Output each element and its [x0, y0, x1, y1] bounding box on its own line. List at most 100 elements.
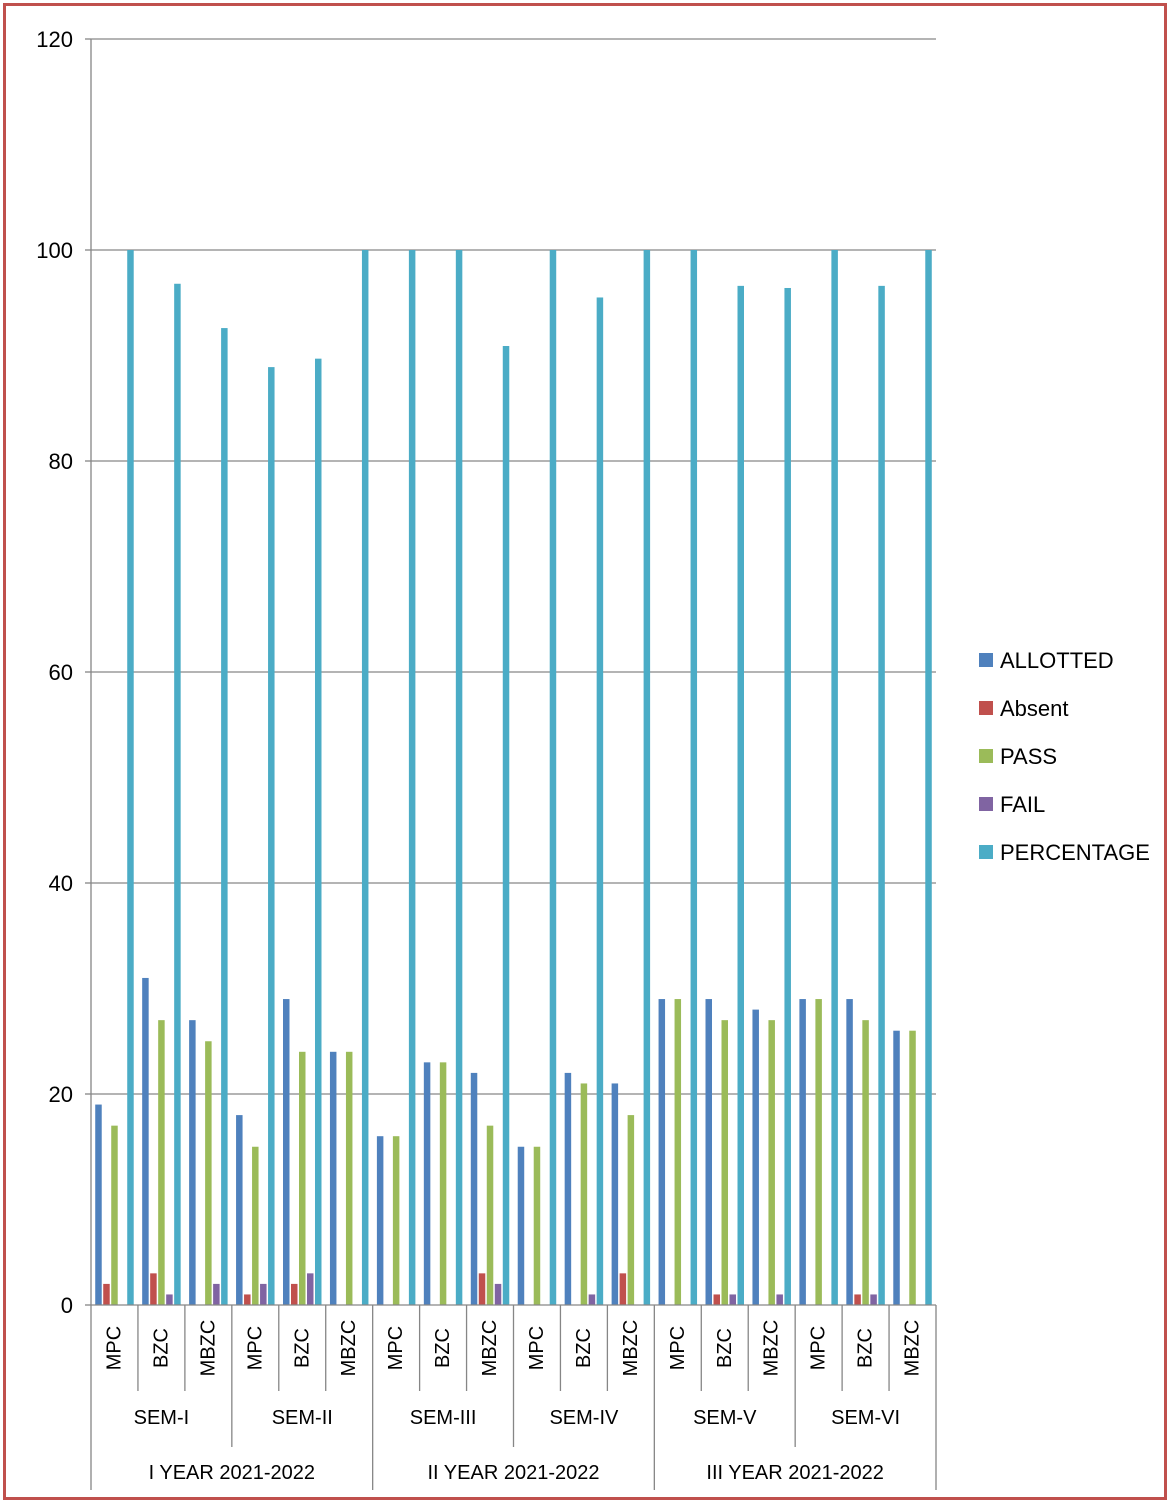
bar-fail-8: [494, 1283, 502, 1305]
bar-absent-8: [478, 1273, 486, 1305]
legend-label-percentage: PERCENTAGE: [1000, 840, 1150, 865]
legend-swatch-allotted: [979, 653, 993, 667]
bar-allotted-12: [658, 999, 666, 1305]
x-category-label-17: MBZC: [902, 1320, 924, 1377]
bar-percentage-11: [643, 250, 651, 1305]
bar-percentage-16: [878, 285, 885, 1305]
bar-allotted-6: [376, 1136, 384, 1305]
bar-pass-9: [533, 1146, 541, 1305]
x-category-label-0: MPC: [103, 1326, 125, 1370]
x-category-label-15: MPC: [808, 1326, 830, 1370]
bar-percentage-0: [127, 250, 134, 1305]
bar-percentage-7: [455, 250, 463, 1305]
x-year-label-0: I YEAR 2021-2022: [149, 1462, 315, 1484]
bar-allotted-3: [236, 1115, 243, 1305]
bar-pass-8: [486, 1125, 494, 1305]
y-tick-label-80: 80: [49, 449, 73, 474]
grid-layer: [91, 38, 936, 1095]
axis-layer: 0 20 40 60 80 100 120 MPC BZC MBZC MPC BZC MBZC MPC BZ…: [36, 27, 937, 1490]
bars-layer: [95, 250, 932, 1306]
bar-allotted-14: [752, 1009, 759, 1305]
bar-pass-15: [815, 999, 822, 1305]
bar-pass-10: [580, 1083, 588, 1305]
legend-label-allotted: ALLOTTED: [1000, 648, 1114, 673]
legend-swatch-absent: [979, 701, 993, 715]
legend-layer: ALLOTTED Absent PASS FAIL PERCENTAGE: [979, 648, 1150, 865]
bar-pass-0: [111, 1125, 118, 1305]
x-category-label-14: MBZC: [761, 1320, 783, 1377]
y-tick-label-60: 60: [49, 660, 73, 685]
bar-fail-14: [776, 1294, 783, 1305]
x-year-label-2: III YEAR 2021-2022: [706, 1462, 884, 1484]
bar-fail-13: [729, 1294, 736, 1305]
bar-allotted-1: [142, 977, 149, 1305]
bar-percentage-10: [596, 297, 604, 1306]
bar-allotted-13: [705, 999, 713, 1305]
x-category-label-3: MPC: [244, 1326, 266, 1370]
bar-absent-16: [854, 1294, 861, 1305]
bar-percentage-3: [268, 367, 275, 1306]
bar-allotted-4: [283, 999, 290, 1305]
bar-fail-2: [213, 1283, 220, 1305]
bar-allotted-8: [470, 1072, 478, 1305]
y-tick-label-0: 0: [61, 1293, 73, 1318]
bar-pass-11: [627, 1115, 635, 1305]
bar-percentage-6: [408, 250, 416, 1305]
bar-allotted-0: [95, 1104, 102, 1305]
bar-fail-1: [166, 1294, 173, 1305]
x-category-label-9: MPC: [526, 1326, 548, 1370]
x-category-label-7: BZC: [432, 1328, 454, 1368]
x-category-label-16: BZC: [855, 1328, 877, 1368]
bar-allotted-7: [423, 1062, 431, 1305]
x-semester-label-5: SEM-VI: [831, 1407, 900, 1429]
x-category-label-6: MPC: [385, 1326, 407, 1370]
x-category-label-1: BZC: [150, 1328, 172, 1368]
x-category-label-4: BZC: [291, 1328, 313, 1368]
bar-percentage-1: [174, 283, 181, 1305]
bar-absent-4: [291, 1283, 298, 1305]
chart-svg: 0 20 40 60 80 100 120 MPC BZC MBZC MPC BZC MBZC MPC BZ…: [36, 27, 1150, 1490]
legend-label-pass: PASS: [1000, 744, 1057, 769]
x-category-label-2: MBZC: [197, 1320, 219, 1377]
bar-percentage-12: [690, 250, 698, 1305]
bar-allotted-5: [329, 1051, 337, 1305]
bar-percentage-9: [549, 250, 557, 1305]
bar-allotted-17: [893, 1030, 900, 1305]
bar-percentage-8: [502, 346, 510, 1305]
bar-percentage-5: [361, 250, 369, 1305]
bar-pass-6: [392, 1136, 400, 1305]
chart-frame: 0 20 40 60 80 100 120 MPC BZC MBZC MPC BZC MBZC MPC BZ…: [3, 3, 1167, 1500]
x-category-label-5: MBZC: [338, 1320, 360, 1377]
bar-allotted-10: [564, 1072, 572, 1305]
legend-swatch-percentage: [979, 845, 993, 859]
x-semester-label-3: SEM-IV: [549, 1407, 619, 1429]
bar-fail-3: [260, 1283, 267, 1305]
legend-swatch-fail: [979, 797, 993, 811]
bar-pass-5: [345, 1051, 353, 1305]
bar-percentage-17: [925, 250, 932, 1305]
x-category-label-11: MBZC: [620, 1320, 642, 1377]
bar-fail-10: [588, 1294, 596, 1305]
bar-percentage-15: [831, 250, 838, 1305]
bar-pass-4: [299, 1051, 306, 1305]
x-semester-label-1: SEM-II: [272, 1407, 333, 1429]
bar-allotted-9: [517, 1146, 525, 1305]
x-category-label-12: MPC: [667, 1326, 689, 1370]
y-tick-label-20: 20: [49, 1082, 73, 1107]
x-category-label-8: MBZC: [479, 1320, 501, 1377]
legend-label-fail: FAIL: [1000, 792, 1045, 817]
bar-percentage-2: [221, 328, 228, 1305]
bar-absent-13: [713, 1294, 721, 1305]
x-semester-label-0: SEM-I: [134, 1407, 190, 1429]
bar-pass-2: [205, 1041, 212, 1305]
bar-fail-4: [306, 1273, 314, 1305]
legend-swatch-pass: [979, 749, 993, 763]
y-tick-label-40: 40: [49, 871, 73, 896]
legend-label-absent: Absent: [1000, 696, 1069, 721]
bar-allotted-2: [189, 1020, 196, 1305]
bar-fail-16: [870, 1294, 877, 1305]
bar-absent-11: [619, 1273, 627, 1305]
y-tick-label-100: 100: [36, 238, 73, 263]
x-semester-label-2: SEM-III: [410, 1407, 477, 1429]
x-year-label-1: II YEAR 2021-2022: [428, 1462, 600, 1484]
